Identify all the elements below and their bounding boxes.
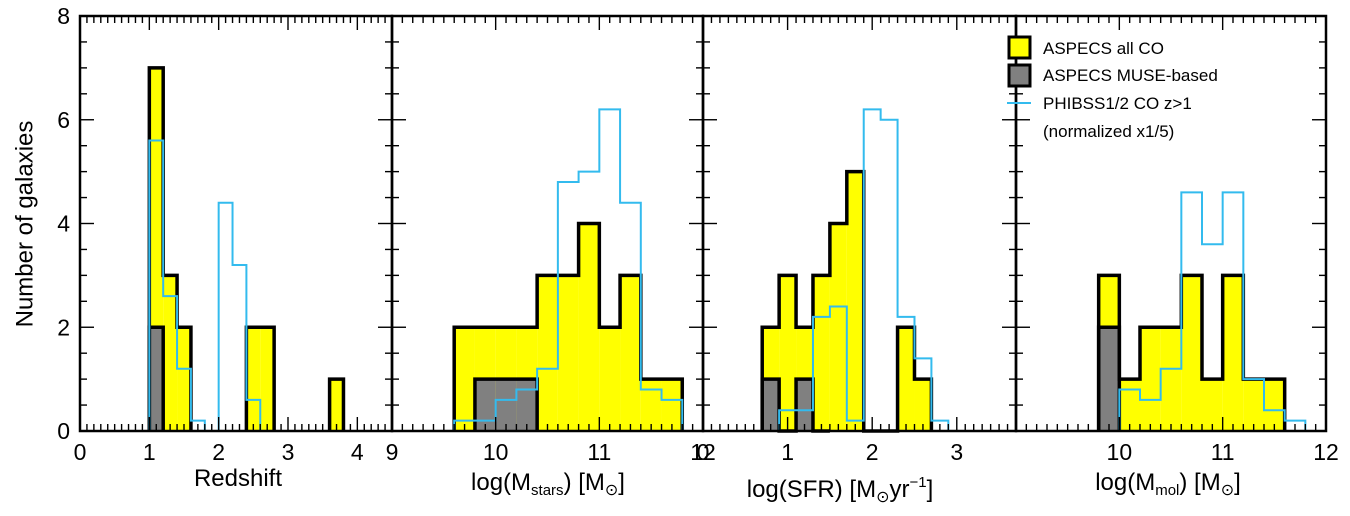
muse-bar [495,379,517,431]
all-co-bar [537,275,558,431]
muse-bar [796,379,813,431]
legend-swatch-all-co [1007,35,1032,60]
x-axis-label-redshift: Redshift [194,465,282,492]
all-co-bar [897,327,915,431]
all-co-bar [1140,327,1161,431]
panel-sfr: 0 1 2 3 [697,14,1018,465]
x-tick-label: 12 [1313,439,1339,465]
all-co-outline [327,377,346,431]
x-tick-label: 1 [781,439,794,465]
x-tick-label: 9 [386,439,399,465]
all-co-outline [147,66,193,431]
all-co-bar [846,171,864,431]
x-tick-label: 3 [282,439,295,465]
y-tick-label: 2 [57,314,70,340]
phibss-step-line [1118,191,1307,431]
legend-swatch-muse [1007,63,1032,88]
panel-frame [1014,14,1328,433]
all-co-bar [329,379,344,431]
all-co-bar [260,327,275,431]
panel-redshift: 0 1 2 3 4 0 2 4 6 8 [57,3,394,465]
all-co-bar [578,223,600,431]
x-tick-label: 11 [587,439,611,465]
all-co-bar [914,379,932,431]
x-axis-label-stellar-mass: log(Mstars) [M⊙] [471,469,625,499]
all-co-bar [1243,379,1264,431]
x-axis-label-sfr: log(SFR) [M⊙yr−1] [747,474,934,506]
x-tick-label: 1 [143,439,156,465]
all-co-bar [1119,379,1140,431]
x-tick-label: 3 [950,439,963,465]
all-co-outline [760,169,934,433]
y-tick-label: 4 [57,211,70,237]
x-tick-label: 10 [1107,439,1133,465]
all-co-bar [640,379,662,431]
panel-stellar-mass: 9 10 11 12 [386,14,716,465]
all-co-bar [829,223,847,431]
all-co-bar [812,275,830,431]
legend: ASPECS all CO ASPECS MUSE-based PHIBSS1/… [1007,35,1218,141]
all-co-bar [163,275,178,431]
all-co-bar [620,275,641,431]
y-tick-label: 6 [57,107,70,133]
y-axis-label: Number of galaxies [11,121,38,328]
x-tick-label: 10 [483,439,509,465]
x-axis-label-molecular-mass: log(Mmol) [M⊙] [1095,469,1241,499]
all-co-bar [557,275,579,431]
y-tick-label: 0 [57,418,70,444]
panel-frame [78,14,394,433]
phibss-step-line [453,108,684,431]
legend-label-muse: ASPECS MUSE-based [1043,66,1218,85]
muse-bar [516,379,538,431]
phibss-step-line [778,108,950,431]
muse-bar [474,379,496,431]
all-co-bar [1202,379,1223,431]
x-tick-label: 2 [866,439,879,465]
panel-molecular-mass: 10 11 12 [1014,14,1339,465]
x-tick-label: 12 [690,439,716,465]
all-co-bar [1181,275,1202,431]
x-tick-label: 2 [212,439,225,465]
legend-label-all-co: ASPECS all CO [1043,39,1164,58]
muse-bar [1098,327,1120,431]
x-tick-label: 11 [1211,439,1235,465]
all-co-bar [599,327,621,431]
all-co-bar [779,275,797,431]
x-tick-label: 0 [74,439,87,465]
all-co-bar [661,379,683,431]
muse-outline [1096,325,1122,431]
all-co-bar [1222,275,1244,431]
muse-bar [149,327,164,431]
y-tick-label: 8 [57,3,70,29]
x-tick-label: 0 [697,439,710,465]
all-co-bar [177,327,191,431]
all-co-bar [1160,327,1182,431]
muse-bar [762,379,780,431]
x-tick-label: 4 [351,439,364,465]
all-co-bar [454,327,475,431]
legend-label-phibss-normalized: (normalized x1/5) [1043,122,1174,141]
all-co-bar [246,327,261,431]
all-co-bar [1264,379,1285,431]
legend-label-phibss: PHIBSS1/2 CO z>1 [1043,94,1192,113]
